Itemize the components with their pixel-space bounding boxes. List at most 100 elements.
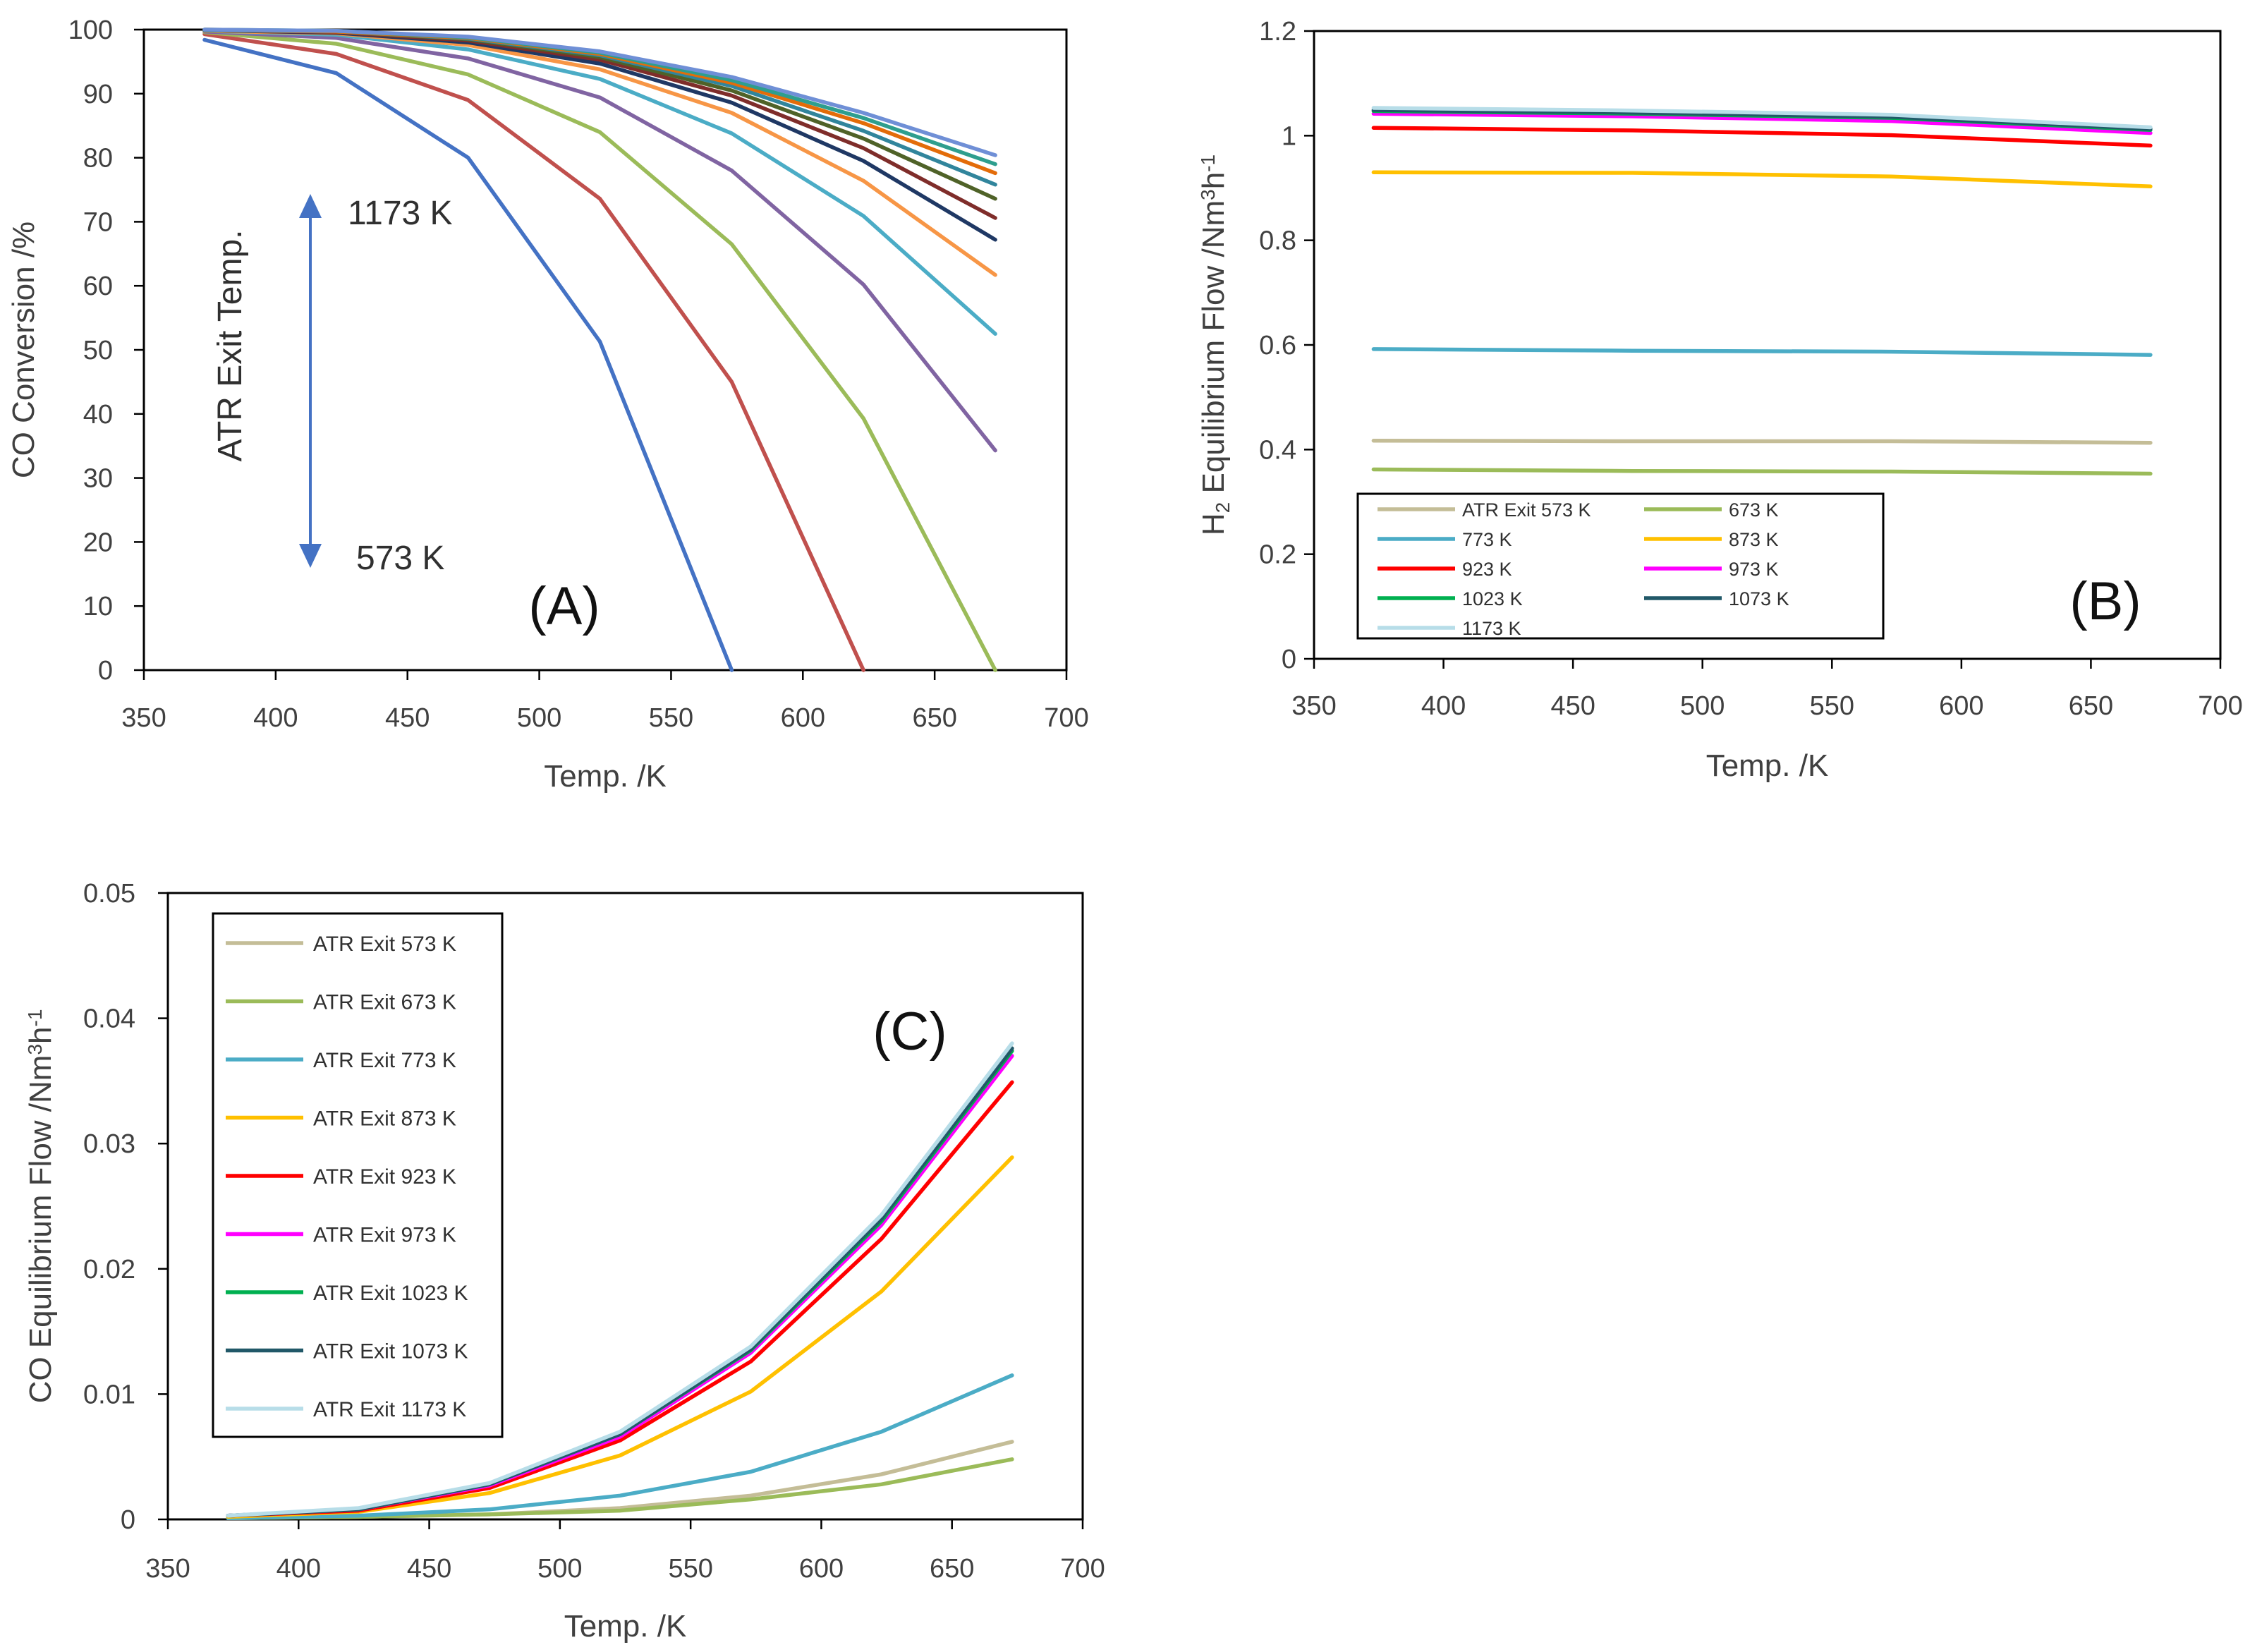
series-line-atr-exit-1173-k — [226, 1041, 1014, 1518]
y-axis-title-text: H2 Equilibrium Flow /Nm3h-1 — [1196, 154, 1234, 535]
y-tick-label: 90 — [83, 80, 113, 109]
y-tick-label: 20 — [83, 528, 113, 557]
chart-panel-c: 350 400 450 500 550 600 650 700 0 0.01 0.02 0.03 0.0… — [23, 879, 1105, 1644]
y-axis-title-part: 3 — [1197, 189, 1219, 200]
x-tick-label: 650 — [912, 703, 956, 733]
legend-label: 873 K — [1729, 529, 1779, 550]
x-tick-label: 450 — [385, 703, 430, 733]
x-tick-label: 550 — [1810, 691, 1854, 721]
y-tick-label: 0.05 — [83, 879, 135, 909]
y-axis-title-text: CO Conversion /% — [6, 221, 41, 478]
plot-frame — [166, 892, 1084, 1521]
y-tick-label: 1 — [1282, 121, 1296, 151]
legend-label: ATR Exit 923 K — [313, 1165, 456, 1189]
y-tick-label: 30 — [83, 464, 113, 494]
x-axis-title: Temp. /K — [564, 1609, 687, 1644]
legend-label: ATR Exit 573 K — [313, 933, 456, 956]
x-tick-label: 350 — [1291, 691, 1336, 721]
annotation-top-temp: 1173 K — [348, 195, 453, 232]
legend-item: ATR Exit 873 K — [226, 1107, 456, 1131]
x-tick-label: 450 — [1550, 691, 1595, 721]
x-tick-label: 350 — [145, 1554, 190, 1584]
y-axis-title-part: -1 — [1197, 154, 1219, 172]
legend-item: ATR Exit 973 K — [226, 1224, 456, 1247]
legend-label: 1023 K — [1462, 588, 1523, 609]
series-line-873-k — [1371, 170, 2153, 189]
y-tick-label: 60 — [83, 272, 113, 301]
legend-item: ATR Exit 1023 K — [226, 1282, 468, 1305]
x-tick-label: 350 — [121, 703, 166, 733]
arrow-head-down — [299, 544, 322, 568]
series-line-973-k — [1371, 111, 2153, 135]
y-tick-label: 0.04 — [83, 1004, 135, 1034]
legend-item: ATR Exit 923 K — [226, 1165, 456, 1189]
legend-item: ATR Exit 1173 K — [226, 1398, 466, 1421]
legend-item: ATR Exit 573 K — [226, 933, 456, 956]
y-tick-label: 0 — [121, 1505, 135, 1535]
series-line-atr-exit-573-k — [1371, 438, 2153, 445]
legend-label: ATR Exit 573 K — [1462, 499, 1591, 521]
y-tick-label: 100 — [68, 16, 113, 45]
series-line-atr-exit-773-k — [226, 1373, 1014, 1520]
legend-label: ATR Exit 1073 K — [313, 1340, 468, 1363]
y-axis-title: CO Equilibrium Flow /Nm3h-1 — [23, 1009, 58, 1404]
x-tick-label: 550 — [649, 703, 693, 733]
y-tick-label: 0.4 — [1259, 435, 1296, 465]
x-tick-label: 400 — [253, 703, 298, 733]
y-tick-label: 0.02 — [83, 1255, 135, 1284]
legend-label: 673 K — [1729, 499, 1779, 521]
y-axis-title-text: CO Equilibrium Flow /Nm3h-1 — [23, 1009, 58, 1404]
legend-label: 773 K — [1462, 529, 1512, 550]
y-axis-title-part: CO Equilibrium Flow /Nm — [23, 1055, 58, 1404]
x-tick-label: 450 — [407, 1554, 451, 1584]
legend-label: ATR Exit 873 K — [313, 1107, 456, 1131]
legend-item: 973 K — [1644, 559, 1779, 580]
legend-label: 1073 K — [1729, 588, 1789, 609]
y-tick-label: 10 — [83, 592, 113, 621]
y-tick-label: 0.01 — [83, 1380, 135, 1409]
chart-panel-a: 350 400 450 500 550 600 650 700 0 10 20 30 40 50 60 70 8… — [6, 16, 1089, 794]
y-tick-label: 0.6 — [1259, 331, 1296, 360]
y-axis-title-part: 2 — [1212, 502, 1234, 514]
x-tick-label: 600 — [799, 1554, 844, 1584]
x-axis-title: Temp. /K — [544, 759, 667, 794]
y-axis-title-part: h — [23, 1026, 58, 1043]
legend-label: ATR Exit 1023 K — [313, 1282, 468, 1305]
legend-label: 973 K — [1729, 559, 1779, 580]
y-tick-label: 40 — [83, 400, 113, 430]
y-tick-label: 1.2 — [1259, 17, 1296, 47]
series-line-623-k — [202, 32, 865, 672]
chart-panel-b: 350 400 450 500 550 600 650 700 0 0.2 0.4 0.6 0.8 1 1.… — [1196, 17, 2243, 783]
legend-label: ATR Exit 1173 K — [313, 1398, 466, 1421]
y-axis-title-part: 3 — [24, 1044, 46, 1055]
legend-label: ATR Exit 773 K — [313, 1049, 456, 1072]
y-tick-label: 0 — [1282, 645, 1296, 674]
x-tick-label: 500 — [1680, 691, 1725, 721]
series-line-773-k — [202, 29, 997, 336]
legend-item: 1023 K — [1378, 588, 1523, 609]
legend-box — [1356, 492, 1885, 640]
x-tick-label: 400 — [1421, 691, 1466, 721]
x-tick-label: 500 — [537, 1554, 582, 1584]
series-line-823-k — [202, 29, 997, 277]
arrow-head-up — [299, 194, 322, 218]
legend-label: 1173 K — [1462, 618, 1521, 639]
legend-item: 773 K — [1378, 529, 1512, 550]
annotation-bottom-temp: 573 K — [356, 540, 444, 577]
y-axis-title-part: H — [1196, 513, 1231, 535]
y-tick-label: 0.03 — [83, 1129, 135, 1159]
legend-item: 873 K — [1644, 529, 1779, 550]
x-tick-label: 600 — [781, 703, 825, 733]
x-tick-label: 700 — [1060, 1554, 1105, 1584]
legend-item: ATR Exit 773 K — [226, 1049, 456, 1072]
x-tick-label: 600 — [1939, 691, 1983, 721]
series-line-723-k — [202, 29, 997, 453]
y-tick-label: 0.2 — [1259, 540, 1296, 570]
annotation-vertical-text: ATR Exit Temp. — [212, 230, 249, 462]
series-line-1173-k — [202, 28, 997, 157]
x-axis-title: Temp. /K — [1706, 748, 1829, 783]
y-tick-label: 0.8 — [1259, 226, 1296, 256]
x-tick-label: 700 — [1044, 703, 1088, 733]
series-line-573-k — [202, 37, 734, 672]
